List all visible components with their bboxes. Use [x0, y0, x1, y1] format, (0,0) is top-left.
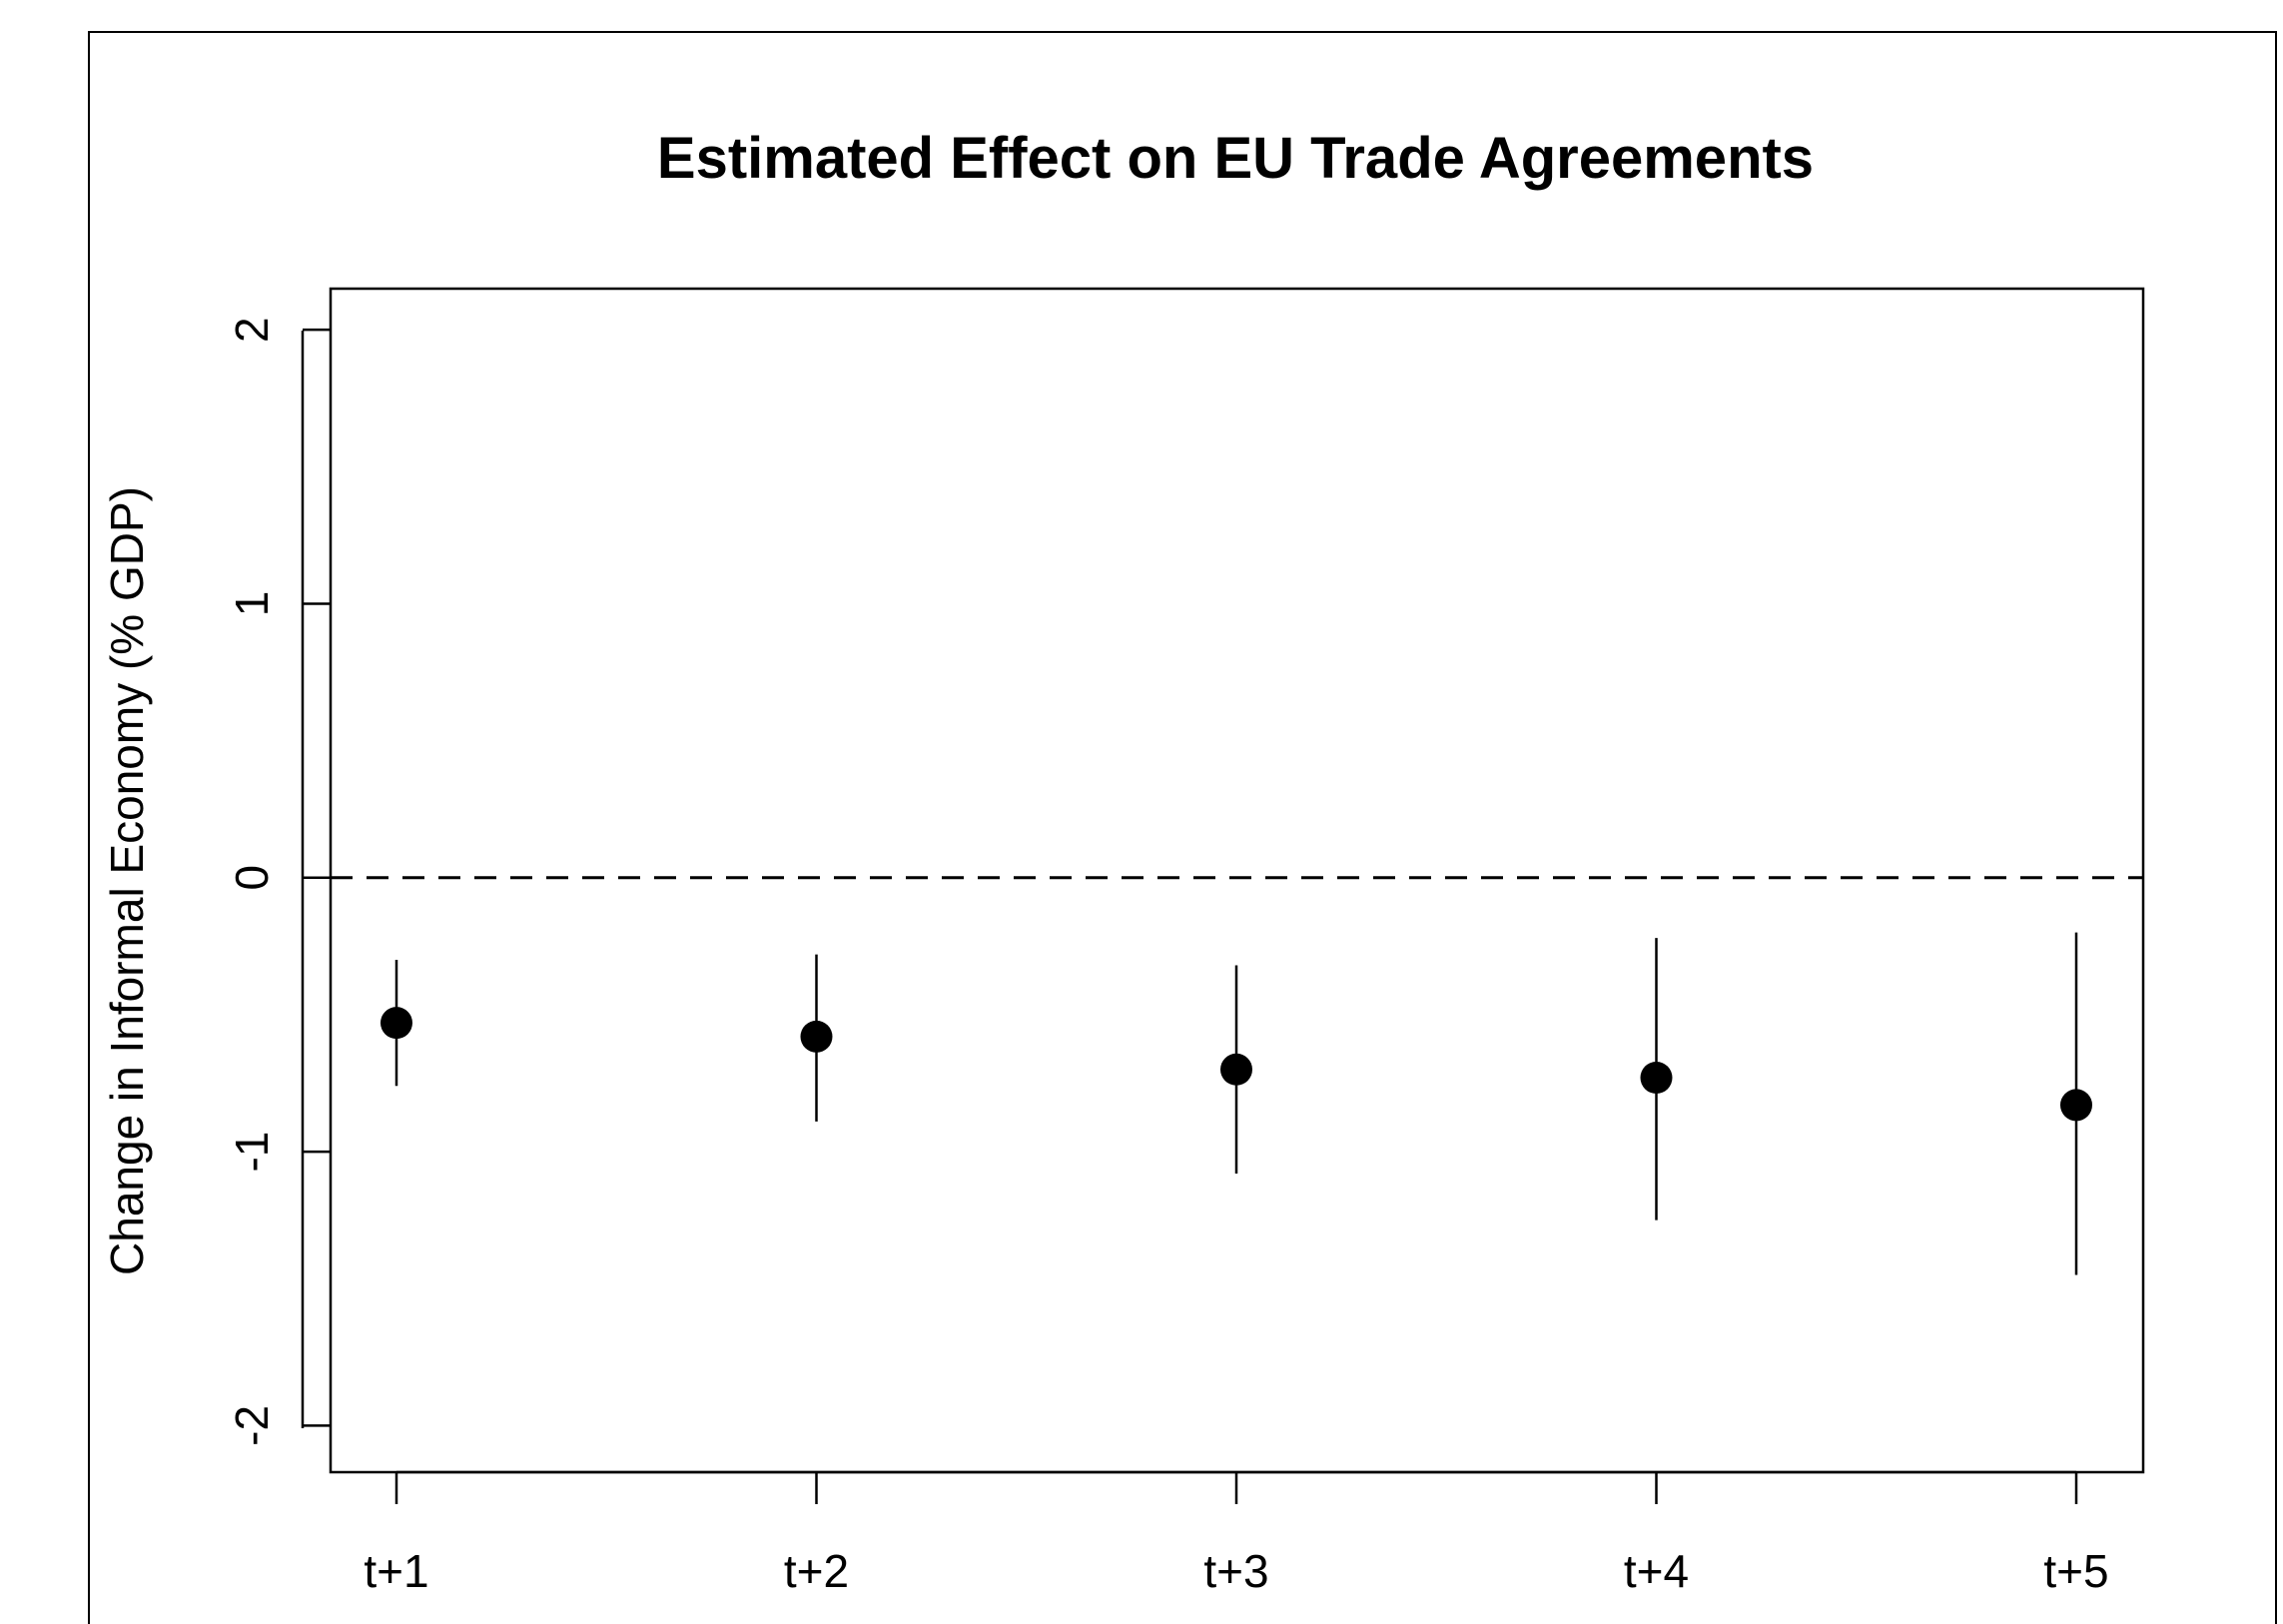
x-tick-label: t+2 [784, 1545, 849, 1597]
y-tick-label: 0 [226, 865, 278, 891]
point-estimate [800, 1020, 833, 1053]
point-estimate [1220, 1053, 1252, 1086]
x-tick-label: t+3 [1203, 1545, 1268, 1597]
estimate-marks [380, 932, 2092, 1275]
point-estimate [2060, 1089, 2092, 1122]
x-tick-label: t+5 [2043, 1545, 2108, 1597]
point-estimate [1640, 1062, 1673, 1094]
x-axis-ticks: t+1 t+2 t+3 t+4 t+5 [364, 1472, 2109, 1597]
y-axis-label: Change in Informal Economy (% GDP) [101, 486, 153, 1275]
chart-title: Estimated Effect on EU Trade Agreements [657, 126, 1814, 191]
y-axis-ticks: -2 -1 0 1 2 [226, 317, 331, 1446]
y-tick-label: 2 [226, 317, 278, 343]
x-tick-label: t+4 [1624, 1545, 1689, 1597]
y-tick-label: 1 [226, 591, 278, 617]
x-tick-label: t+1 [364, 1545, 428, 1597]
y-tick-label: -1 [226, 1132, 278, 1173]
outer-frame [88, 31, 2277, 1624]
y-tick-label: -2 [226, 1405, 278, 1446]
point-estimate [380, 1007, 412, 1040]
